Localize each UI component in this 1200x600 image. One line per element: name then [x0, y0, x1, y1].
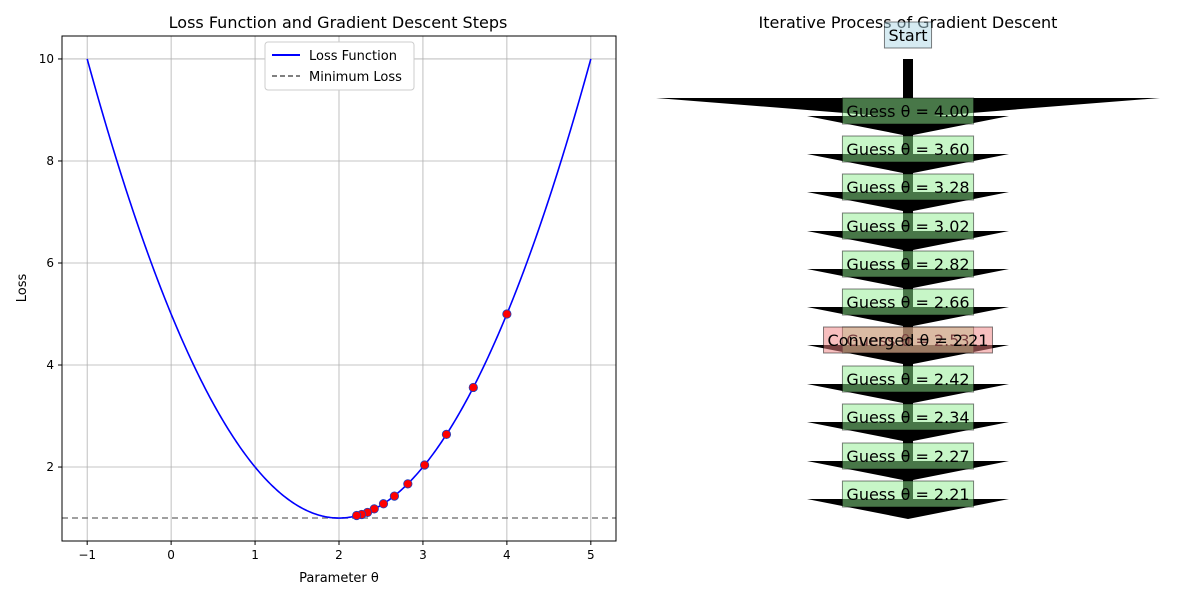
start-node-label: Start [888, 26, 927, 45]
loss-chart: Loss Function and Gradient Descent Steps… [15, 13, 617, 586]
guess-node: Guess θ = 3.28 [841, 173, 975, 201]
gradient-step-point [502, 309, 512, 319]
gradient-steps [352, 309, 512, 521]
guess-node-label: Guess θ = 2.21 [846, 485, 969, 504]
gradient-step-point [378, 499, 389, 509]
x-tick-label: 5 [587, 548, 595, 562]
guess-node: Guess θ = 2.42 [841, 365, 975, 393]
x-tick-label: 0 [167, 548, 175, 562]
x-tick-label: 4 [503, 548, 511, 562]
legend-label-loss: Loss Function [309, 49, 397, 64]
guess-node: Guess θ = 2.66 [841, 288, 975, 316]
gradient-step-point [352, 510, 362, 521]
guess-node-box [841, 288, 975, 316]
guess-node-label: Guess θ = 3.60 [846, 140, 969, 159]
guess-node-label: Guess θ = 2.27 [846, 447, 969, 466]
y-tick-label: 2 [46, 460, 54, 474]
guess-node-box [841, 97, 975, 125]
gradient-step-point [420, 460, 430, 470]
gradient-step-point [403, 479, 413, 489]
guess-node: Guess θ = 2.21 [841, 480, 975, 508]
guess-node: Guess θ = 2.34 [841, 403, 975, 431]
guess-node-label: Guess θ = 2.66 [846, 293, 969, 312]
guess-node-label: Guess θ = 3.02 [846, 217, 969, 236]
gradient-step-point [468, 382, 478, 393]
left-chart-title: Loss Function and Gradient Descent Steps [169, 13, 508, 32]
converged-node: Converged θ = 2.21 [823, 326, 993, 354]
converged-node-box [823, 326, 993, 354]
guess-node-box [841, 365, 975, 393]
y-axis-label: Loss [15, 274, 30, 303]
x-tick-label: 1 [251, 548, 259, 562]
x-axis-label: Parameter θ [299, 571, 379, 586]
guess-node: Guess θ = 2.27 [841, 442, 975, 470]
y-ticks: 2 4 6 8 10 [39, 52, 62, 474]
x-tick-label: 2 [335, 548, 343, 562]
guess-node-box [841, 442, 975, 470]
gradient-step-point [441, 429, 452, 439]
guess-node-label: Guess θ = 4.00 [846, 102, 969, 121]
x-tick-label: −1 [78, 548, 96, 562]
y-tick-label: 4 [46, 358, 54, 372]
guess-node-box [841, 250, 975, 278]
guess-node-box [841, 173, 975, 201]
guess-node-box [841, 403, 975, 431]
guess-node-box [841, 135, 975, 163]
y-tick-label: 8 [46, 154, 54, 168]
guess-node: Guess θ = 2.82 [841, 250, 975, 278]
grid [62, 36, 616, 541]
guess-node: Guess θ = 3.02 [841, 212, 975, 240]
legend-label-min: Minimum Loss [309, 70, 402, 85]
guess-node: Guess θ = 4.00 [841, 97, 975, 125]
guess-node-box [841, 480, 975, 508]
guess-node-label: Guess θ = 2.82 [846, 255, 969, 274]
flow-diagram: Iterative Process of Gradient Descent St… [656, 13, 1160, 519]
legend: Loss Function Minimum Loss [264, 41, 415, 91]
guess-node-label: Guess θ = 2.42 [846, 370, 969, 389]
guess-node: Guess θ = 3.60 [841, 135, 975, 163]
start-node-box [883, 21, 933, 49]
converged-node-label: Converged θ = 2.21 [828, 331, 989, 350]
y-tick-label: 10 [39, 52, 54, 66]
guess-node-label: Guess θ = 2.34 [846, 408, 969, 427]
start-node: Start [883, 21, 933, 49]
x-ticks: −1 0 1 2 3 4 5 [78, 541, 595, 562]
guess-node-box [841, 212, 975, 240]
legend-box [264, 41, 415, 91]
y-tick-label: 6 [46, 256, 54, 270]
gradient-step-point [389, 491, 399, 501]
guess-node-label: Guess θ = 3.28 [846, 178, 969, 197]
x-tick-label: 3 [419, 548, 427, 562]
